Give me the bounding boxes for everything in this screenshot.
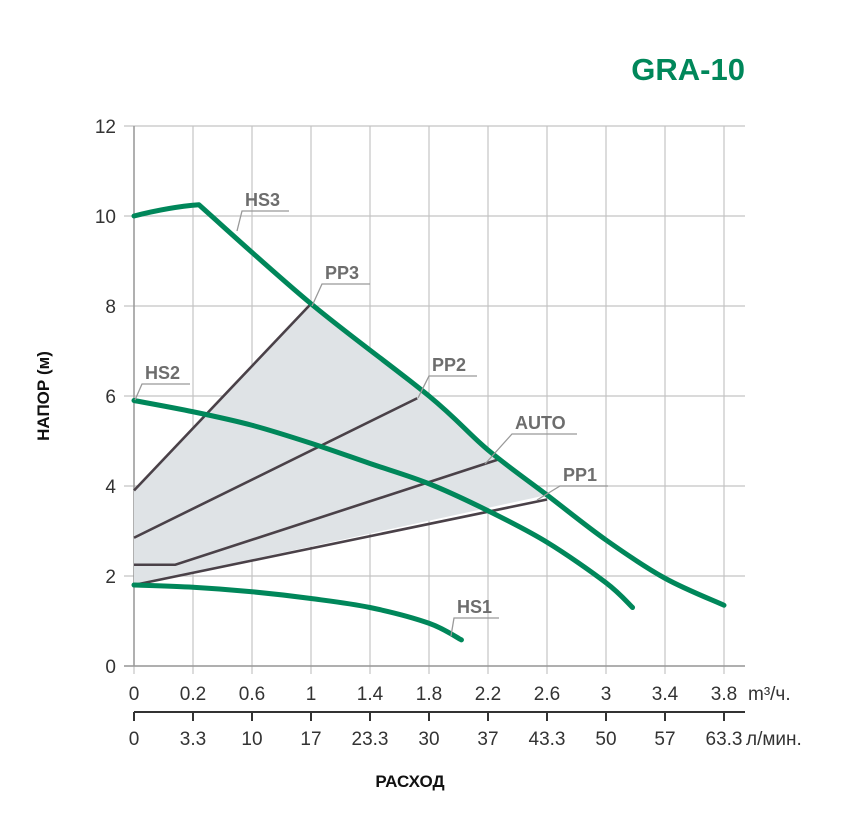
x-tick-label-primary: 2.6 [534, 684, 560, 705]
leader-line [311, 283, 370, 307]
curve-label-pp1: PP1 [563, 465, 597, 485]
x-tick-label-primary: 0 [129, 684, 140, 705]
x-tick-label-primary: 3.4 [652, 684, 679, 705]
x-tick-label-primary: 2.2 [475, 684, 501, 705]
y-tick-label: 10 [95, 207, 116, 228]
curve-hs2 [131, 398, 636, 610]
x-tick-label-primary: 1.4 [357, 684, 384, 705]
y-tick-label: 12 [95, 117, 116, 138]
x-tick-label-secondary: 17 [300, 729, 321, 750]
x-tick-label-primary: 0.6 [239, 684, 265, 705]
x-tick-label-secondary: 0 [129, 729, 140, 750]
curve-label-auto: AUTO [515, 413, 566, 433]
x-tick-label-primary: 3.8 [711, 684, 737, 705]
operating-area [134, 303, 547, 585]
curve-pp1 [133, 498, 548, 587]
curve-hs1 [131, 582, 464, 643]
x-tick-label-secondary: 30 [418, 729, 439, 750]
x-tick-label-primary: 1.8 [416, 684, 442, 705]
y-tick-label: 2 [105, 567, 116, 588]
curve-label-hs3: HS3 [245, 190, 280, 210]
chart-title: GRA-10 [631, 52, 745, 87]
x-tick-label-secondary: 57 [654, 729, 675, 750]
leader-line [536, 485, 608, 501]
x-tick-label-secondary: 37 [477, 729, 498, 750]
curve-pp3 [133, 302, 312, 492]
x-tick-label-primary: 0.2 [180, 684, 206, 705]
leader-line [417, 375, 477, 399]
x-unit-secondary: л/мин. [746, 729, 802, 750]
curve-pp2 [133, 397, 418, 539]
y-tick-label: 0 [105, 657, 116, 678]
x-tick-label-secondary: 10 [241, 729, 262, 750]
x-tick-label-secondary: 63.3 [706, 729, 743, 750]
leader-line [236, 210, 289, 232]
x-tick-label-secondary: 3.3 [180, 729, 206, 750]
y-tick-label: 6 [105, 387, 116, 408]
y-axis-title: НАПОР (м) [34, 351, 53, 441]
curve-label-pp2: PP2 [432, 355, 466, 375]
curve-label-hs1: HS1 [457, 597, 492, 617]
leader-line [134, 383, 190, 401]
x-axis-title: РАСХОД [375, 772, 444, 791]
x-unit-primary: m³/ч. [748, 684, 791, 705]
x-tick-label-secondary: 50 [595, 729, 616, 750]
x-tick-label-primary: 1 [306, 684, 317, 705]
y-tick-label: 4 [105, 477, 116, 498]
leader-line [450, 617, 499, 637]
curve-auto [134, 457, 501, 567]
x-tick-label-secondary: 43.3 [529, 729, 566, 750]
curve-label-hs2: HS2 [145, 363, 180, 383]
x-tick-label-primary: 3 [601, 684, 612, 705]
x-tick-label-secondary: 23.3 [352, 729, 389, 750]
curve-label-pp3: PP3 [325, 263, 359, 283]
curve-hs3 [131, 202, 727, 608]
leader-line [484, 433, 577, 465]
y-tick-label: 8 [105, 297, 116, 318]
